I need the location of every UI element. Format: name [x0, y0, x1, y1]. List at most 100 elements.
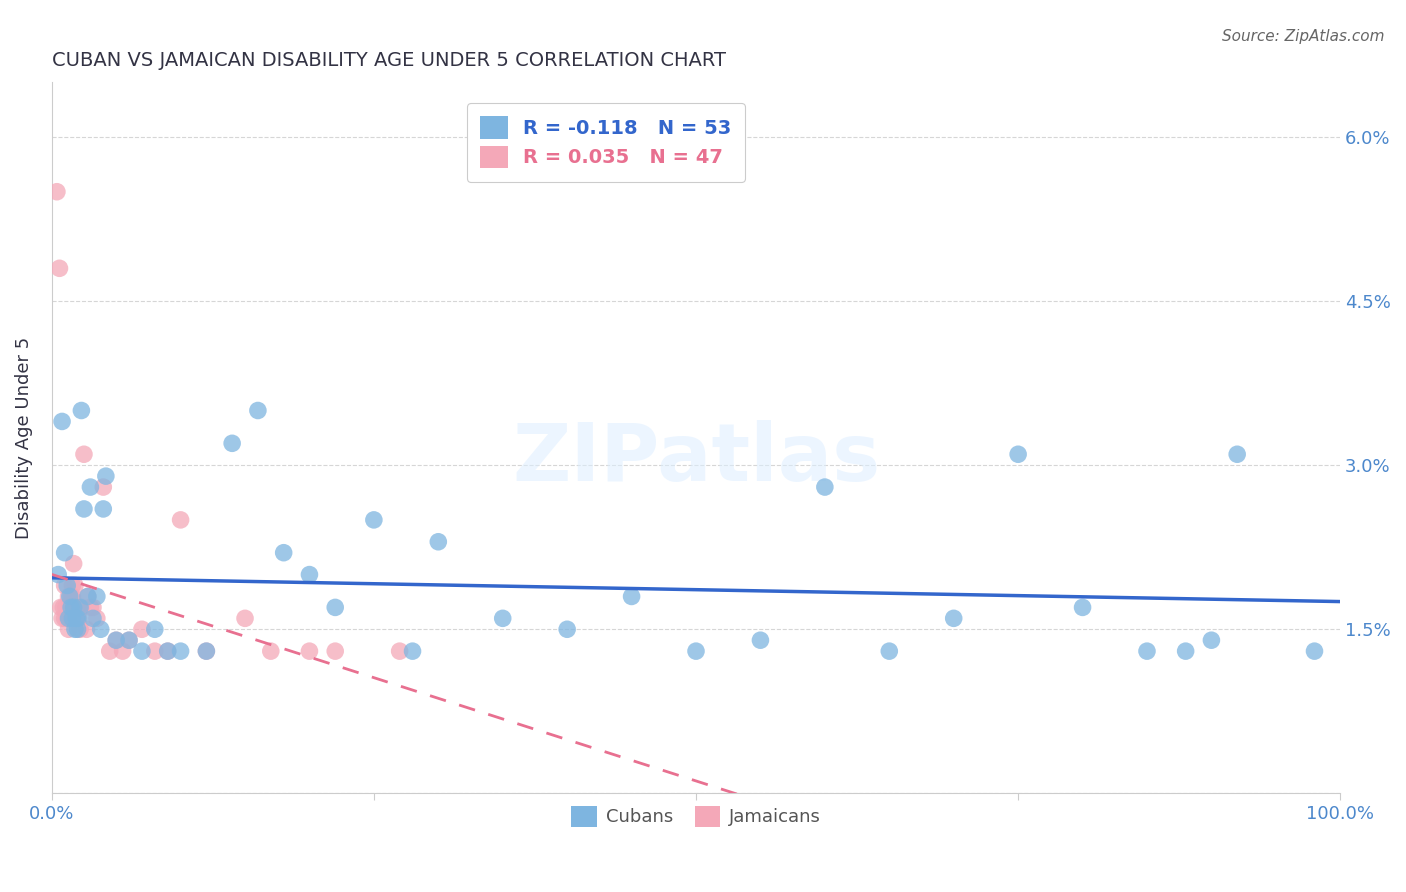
Point — [82, 611, 104, 625]
Point — [56, 578, 79, 592]
Point — [73, 447, 96, 461]
Point — [246, 403, 269, 417]
Point — [221, 436, 243, 450]
Point — [118, 633, 141, 648]
Point — [298, 644, 321, 658]
Point — [76, 590, 98, 604]
Point — [69, 622, 91, 636]
Point — [46, 567, 69, 582]
Point — [814, 480, 837, 494]
Point — [131, 644, 153, 658]
Point — [69, 600, 91, 615]
Point — [169, 513, 191, 527]
Point — [273, 546, 295, 560]
Point — [52, 600, 75, 615]
Point — [323, 644, 346, 658]
Point — [427, 534, 450, 549]
Point — [492, 611, 515, 625]
Point — [66, 611, 89, 625]
Point — [70, 403, 93, 417]
Point — [1007, 447, 1029, 461]
Point — [233, 611, 256, 625]
Point — [143, 622, 166, 636]
Point — [94, 469, 117, 483]
Point — [685, 644, 707, 658]
Point — [76, 622, 98, 636]
Point — [59, 590, 82, 604]
Point — [58, 611, 80, 625]
Point — [63, 611, 86, 625]
Point — [63, 622, 86, 636]
Point — [98, 644, 121, 658]
Point — [401, 644, 423, 658]
Point — [58, 622, 80, 636]
Point — [111, 644, 134, 658]
Point — [942, 611, 965, 625]
Point — [60, 600, 83, 615]
Point — [143, 644, 166, 658]
Point — [363, 513, 385, 527]
Point — [323, 600, 346, 615]
Point — [60, 578, 83, 592]
Point — [1071, 600, 1094, 615]
Point — [82, 600, 104, 615]
Point — [60, 590, 83, 604]
Point — [260, 644, 283, 658]
Point — [86, 590, 108, 604]
Point — [76, 590, 98, 604]
Point — [59, 600, 82, 615]
Point — [48, 261, 70, 276]
Point — [79, 480, 101, 494]
Point — [131, 622, 153, 636]
Point — [60, 611, 83, 625]
Point — [91, 480, 114, 494]
Point — [388, 644, 411, 658]
Point — [749, 633, 772, 648]
Point — [195, 644, 218, 658]
Point — [66, 622, 89, 636]
Point — [91, 502, 114, 516]
Y-axis label: Disability Age Under 5: Disability Age Under 5 — [15, 336, 32, 539]
Point — [66, 611, 89, 625]
Point — [49, 600, 72, 615]
Point — [79, 600, 101, 615]
Point — [1226, 447, 1249, 461]
Point — [45, 185, 67, 199]
Point — [298, 567, 321, 582]
Point — [73, 502, 96, 516]
Point — [62, 600, 84, 615]
Point — [65, 611, 87, 625]
Point — [86, 611, 108, 625]
Point — [118, 633, 141, 648]
Point — [70, 600, 93, 615]
Point — [1303, 644, 1326, 658]
Point — [62, 600, 84, 615]
Point — [105, 633, 128, 648]
Point — [195, 644, 218, 658]
Text: CUBAN VS JAMAICAN DISABILITY AGE UNDER 5 CORRELATION CHART: CUBAN VS JAMAICAN DISABILITY AGE UNDER 5… — [52, 51, 725, 70]
Point — [60, 611, 83, 625]
Point — [53, 546, 76, 560]
Point — [51, 414, 73, 428]
Point — [156, 644, 179, 658]
Point — [90, 622, 112, 636]
Point — [53, 611, 76, 625]
Point — [1174, 644, 1197, 658]
Point — [55, 600, 77, 615]
Point — [60, 590, 83, 604]
Point — [62, 557, 84, 571]
Point — [169, 644, 191, 658]
Text: Source: ZipAtlas.com: Source: ZipAtlas.com — [1222, 29, 1385, 44]
Point — [877, 644, 900, 658]
Point — [63, 578, 86, 592]
Point — [56, 611, 79, 625]
Point — [156, 644, 179, 658]
Point — [53, 578, 76, 592]
Point — [1201, 633, 1223, 648]
Legend: Cubans, Jamaicans: Cubans, Jamaicans — [564, 799, 828, 834]
Text: ZIPatlas: ZIPatlas — [512, 420, 880, 498]
Point — [58, 590, 80, 604]
Point — [555, 622, 578, 636]
Point — [67, 611, 90, 625]
Point — [620, 590, 643, 604]
